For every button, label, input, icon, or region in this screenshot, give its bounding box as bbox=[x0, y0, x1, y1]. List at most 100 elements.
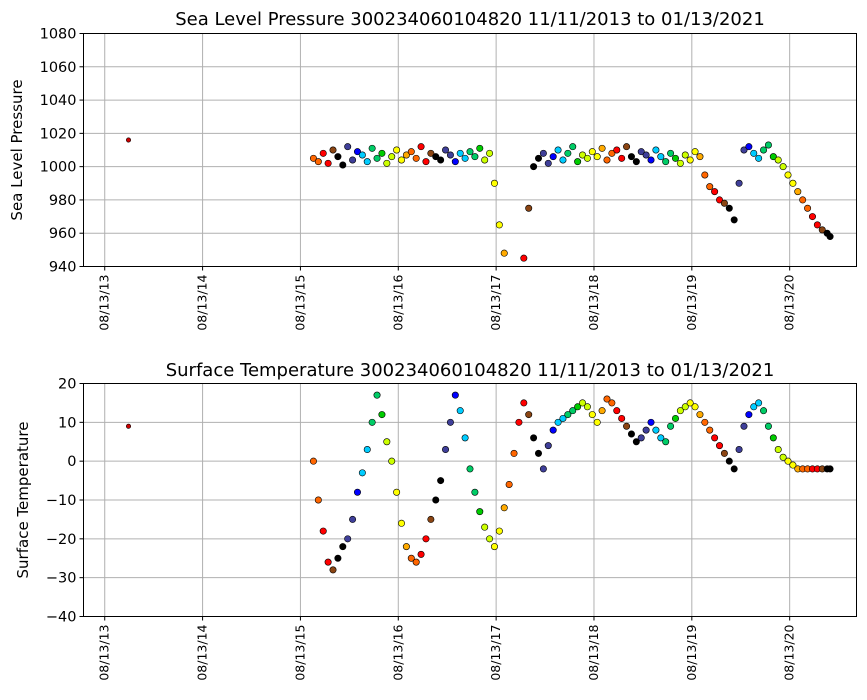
data-point bbox=[427, 515, 435, 523]
data-point bbox=[520, 254, 528, 262]
xtick-label: 08/13/15 bbox=[292, 625, 307, 681]
data-point bbox=[799, 196, 807, 204]
data-point bbox=[813, 221, 821, 229]
data-point bbox=[686, 156, 694, 164]
outlier-marker bbox=[126, 137, 132, 143]
data-point bbox=[407, 554, 415, 562]
data-point bbox=[652, 426, 660, 434]
data-point bbox=[691, 148, 699, 156]
data-point bbox=[647, 156, 655, 164]
data-point bbox=[598, 144, 606, 152]
data-point bbox=[329, 146, 337, 154]
data-point bbox=[725, 457, 733, 465]
data-point bbox=[711, 434, 719, 442]
data-point bbox=[623, 143, 631, 151]
xtick-label: 08/13/18 bbox=[586, 624, 601, 680]
data-point bbox=[706, 183, 714, 191]
data-point bbox=[574, 403, 582, 411]
ytick-label: 980 bbox=[49, 193, 77, 209]
data-point bbox=[569, 143, 577, 151]
data-point bbox=[549, 426, 557, 434]
sea-level-pressure-ylabel: Sea Level Pressure bbox=[8, 79, 26, 220]
data-point bbox=[716, 442, 724, 450]
data-point bbox=[760, 146, 768, 154]
data-point bbox=[740, 146, 748, 154]
data-point bbox=[461, 154, 469, 162]
data-point bbox=[500, 504, 508, 512]
data-point bbox=[471, 153, 479, 161]
data-point bbox=[559, 414, 567, 422]
data-point bbox=[309, 154, 317, 162]
data-point bbox=[534, 449, 542, 457]
data-point bbox=[515, 418, 523, 426]
ytick-label: 1000 bbox=[40, 160, 77, 176]
data-point bbox=[789, 179, 797, 187]
outlier-marker bbox=[126, 423, 132, 429]
ytick-label: 1080 bbox=[40, 27, 77, 43]
xtick-label: 08/13/20 bbox=[782, 274, 797, 330]
data-point bbox=[417, 143, 425, 151]
data-point bbox=[393, 146, 401, 154]
data-point bbox=[530, 434, 538, 442]
data-point bbox=[324, 159, 332, 167]
data-point bbox=[358, 469, 366, 477]
data-point bbox=[618, 414, 626, 422]
data-point bbox=[676, 407, 684, 415]
data-point bbox=[637, 148, 645, 156]
data-point bbox=[559, 156, 567, 164]
data-point bbox=[412, 558, 420, 566]
data-point bbox=[388, 457, 396, 465]
data-point bbox=[774, 156, 782, 164]
data-point bbox=[603, 395, 611, 403]
data-point bbox=[671, 414, 679, 422]
xtick-label: 08/13/17 bbox=[488, 625, 503, 681]
data-point bbox=[826, 465, 834, 473]
data-point bbox=[534, 154, 542, 162]
data-point bbox=[471, 488, 479, 496]
surface-temperature-ylabel: Surface Temperature bbox=[14, 422, 32, 579]
data-point bbox=[691, 403, 699, 411]
data-point bbox=[363, 158, 371, 166]
data-point bbox=[451, 158, 459, 166]
data-point bbox=[779, 163, 787, 171]
data-point bbox=[579, 399, 587, 407]
data-point bbox=[711, 188, 719, 196]
surface-temperature-ticks: −40 −30 −20 −10 0 10 20 08/13/13 08/13/14 08/13/1… bbox=[46, 377, 797, 681]
surface-temperature-markers bbox=[126, 391, 834, 574]
xtick-label: 08/13/20 bbox=[782, 624, 797, 680]
data-point bbox=[446, 151, 454, 159]
xtick-label: 08/13/13 bbox=[97, 625, 112, 681]
data-point bbox=[730, 465, 738, 473]
data-point bbox=[402, 151, 410, 159]
ytick-label: 1020 bbox=[40, 126, 77, 142]
xtick-label: 08/13/16 bbox=[390, 624, 405, 680]
sea-level-pressure-markers bbox=[126, 137, 834, 286]
data-point bbox=[417, 550, 425, 558]
data-point bbox=[334, 153, 342, 161]
xtick-label: 08/13/16 bbox=[390, 274, 405, 330]
data-point bbox=[373, 391, 381, 399]
data-point bbox=[442, 446, 450, 454]
data-point bbox=[554, 418, 562, 426]
data-point bbox=[516, 280, 522, 286]
data-point bbox=[642, 426, 650, 434]
data-point bbox=[407, 148, 415, 156]
data-point bbox=[681, 151, 689, 159]
data-point bbox=[339, 543, 347, 551]
data-point bbox=[486, 149, 494, 157]
data-point bbox=[456, 149, 464, 157]
data-point bbox=[314, 158, 322, 166]
data-point bbox=[510, 449, 518, 457]
data-point bbox=[588, 148, 596, 156]
data-point bbox=[490, 179, 498, 187]
data-point bbox=[623, 422, 631, 430]
data-point bbox=[402, 543, 410, 551]
data-point bbox=[745, 411, 753, 419]
data-point bbox=[520, 399, 528, 407]
data-point bbox=[701, 418, 709, 426]
data-point bbox=[755, 399, 763, 407]
data-point bbox=[481, 523, 489, 531]
data-point bbox=[398, 519, 406, 527]
ytick-label: 10 bbox=[58, 415, 76, 431]
